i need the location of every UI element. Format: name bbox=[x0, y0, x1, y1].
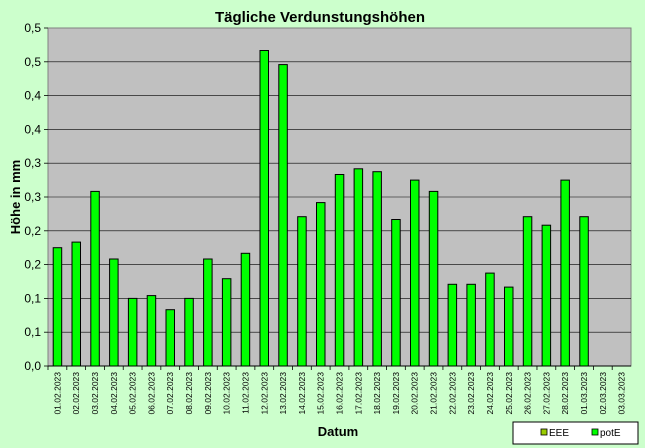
bar bbox=[485, 272, 495, 367]
bar bbox=[127, 297, 138, 367]
x-tick-label: 06.02.2023 bbox=[146, 372, 156, 415]
bar bbox=[259, 50, 269, 367]
x-tick-label: 13.02.2023 bbox=[278, 372, 288, 415]
x-tick-label: 02.02.2023 bbox=[71, 372, 81, 415]
bar bbox=[522, 216, 533, 367]
x-tick-label: 05.02.2023 bbox=[128, 372, 138, 415]
x-tick-labels: 01.02.2023 02.02.2023 03.02.2023 04.02.2023… bbox=[47, 365, 631, 415]
bar bbox=[334, 174, 345, 367]
bar bbox=[146, 295, 157, 367]
bar bbox=[278, 64, 288, 367]
bar bbox=[165, 309, 175, 367]
y-tick-label: 0,4 bbox=[24, 89, 41, 103]
legend-label-pote: potE bbox=[600, 428, 621, 439]
x-axis-title: Datum bbox=[318, 424, 358, 439]
bar bbox=[428, 190, 439, 367]
x-tick-label: 18.02.2023 bbox=[372, 372, 382, 415]
bar bbox=[466, 283, 476, 367]
x-tick-label: 03.02.2023 bbox=[90, 372, 100, 415]
x-tick-label: 25.02.2023 bbox=[504, 372, 514, 415]
bar bbox=[52, 247, 63, 367]
x-tick-label: 03.03.2023 bbox=[617, 372, 627, 415]
x-tick-label: 21.02.2023 bbox=[429, 372, 439, 415]
x-tick-label: 14.02.2023 bbox=[297, 372, 307, 415]
bar bbox=[297, 216, 307, 367]
x-tick-label: 27.02.2023 bbox=[541, 372, 551, 415]
x-tick-label: 17.02.2023 bbox=[353, 372, 363, 415]
bar bbox=[410, 179, 420, 367]
bar bbox=[203, 258, 213, 367]
y-tick-label: 0,5 bbox=[24, 21, 41, 35]
bar bbox=[541, 224, 552, 367]
x-tick-label: 04.02.2023 bbox=[109, 372, 119, 415]
y-tick-label: 0,1 bbox=[24, 291, 41, 305]
chart-title: Tägliche Verdunstungshöhen bbox=[215, 9, 425, 26]
bar bbox=[221, 278, 232, 367]
bar bbox=[353, 168, 364, 367]
y-tick-labels: 0,0 0,1 0,1 0,2 0,2 0,3 0,3 0,4 0,4 0,5 0,5 bbox=[24, 21, 48, 373]
bar bbox=[560, 179, 570, 367]
x-tick-label: 08.02.2023 bbox=[184, 372, 194, 415]
y-tick-label: 0,0 bbox=[24, 359, 41, 373]
y-tick-label: 0,4 bbox=[24, 122, 41, 136]
x-tick-label: 28.02.2023 bbox=[560, 372, 570, 415]
y-axis-title: Höhe in mm bbox=[8, 160, 23, 234]
y-tick-label: 0,3 bbox=[24, 156, 41, 170]
x-tick-label: 01.02.2023 bbox=[52, 372, 62, 415]
legend: EEE potE bbox=[512, 421, 639, 445]
y-tick-label: 0,5 bbox=[24, 55, 41, 69]
y-tick-label: 0,1 bbox=[24, 325, 41, 339]
x-tick-label: 12.02.2023 bbox=[259, 372, 269, 415]
y-tick-label: 0,2 bbox=[24, 224, 41, 238]
gridlines bbox=[48, 61, 631, 333]
x-tick-label: 11.02.2023 bbox=[241, 372, 251, 414]
bars bbox=[52, 50, 589, 367]
x-tick-label: 15.02.2023 bbox=[316, 372, 326, 415]
x-tick-label: 07.02.2023 bbox=[165, 372, 175, 415]
x-tick-label: 26.02.2023 bbox=[523, 372, 533, 415]
legend-label-eee: EEE bbox=[549, 428, 569, 439]
x-tick-label: 20.02.2023 bbox=[410, 372, 420, 415]
x-tick-label: 16.02.2023 bbox=[335, 372, 345, 415]
x-tick-label: 02.03.2023 bbox=[598, 372, 608, 415]
bar bbox=[184, 297, 194, 367]
x-tick-label: 10.02.2023 bbox=[222, 372, 232, 415]
bar bbox=[240, 252, 251, 367]
bar bbox=[109, 258, 119, 367]
bar bbox=[316, 202, 326, 367]
bar bbox=[504, 286, 514, 367]
bar bbox=[90, 190, 100, 367]
y-tick-label: 0,2 bbox=[24, 258, 41, 272]
y-tick-label: 0,3 bbox=[24, 190, 41, 204]
bar bbox=[579, 216, 589, 367]
x-tick-label: 09.02.2023 bbox=[203, 372, 213, 415]
x-tick-label: 23.02.2023 bbox=[466, 372, 476, 415]
x-tick-label: 22.02.2023 bbox=[447, 372, 457, 415]
x-tick-label: 24.02.2023 bbox=[485, 372, 495, 415]
legend-box bbox=[512, 421, 639, 445]
bar bbox=[447, 283, 458, 367]
bar bbox=[372, 171, 382, 367]
x-tick-label: 01.03.2023 bbox=[579, 372, 589, 415]
bar bbox=[71, 241, 81, 367]
bar bbox=[391, 219, 401, 367]
legend-swatch-eee bbox=[540, 428, 548, 436]
legend-swatch-pote bbox=[591, 428, 599, 436]
x-tick-label: 19.02.2023 bbox=[391, 372, 401, 415]
